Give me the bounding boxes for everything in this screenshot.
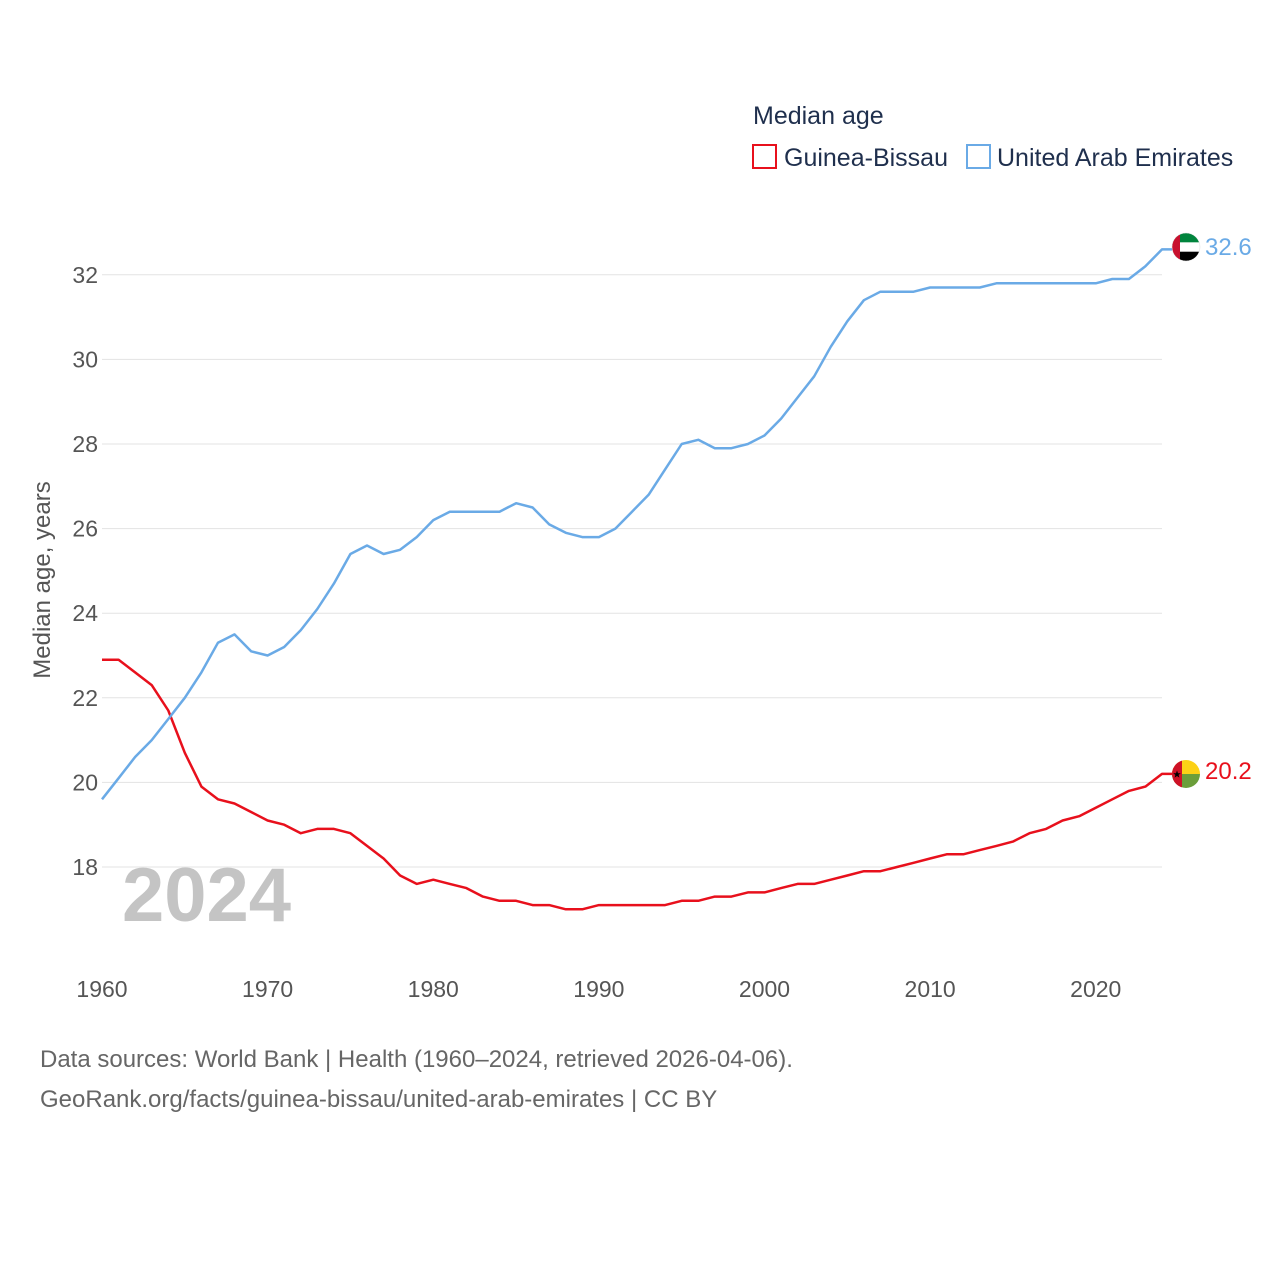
legend-item-uae[interactable]: United Arab Emirates xyxy=(966,144,1233,172)
gridlines xyxy=(102,274,1162,868)
x-tick-label-1980: 1980 xyxy=(408,976,459,1002)
x-tick-label-1990: 1990 xyxy=(573,976,624,1002)
legend-label-uae: United Arab Emirates xyxy=(997,144,1233,172)
y-tick-label-20: 20 xyxy=(72,769,98,795)
guinea-bissau-flag-icon xyxy=(1172,760,1200,788)
uae-end-value-label: 32.6 xyxy=(1205,234,1252,261)
legend-label-guinea-bissau: Guinea-Bissau xyxy=(784,144,948,172)
data-source-text: Data sources: World Bank | Health (1960–… xyxy=(40,1046,793,1073)
attribution-link[interactable]: GeoRank.org/facts/guinea-bissau/united-a… xyxy=(40,1086,718,1113)
uae-flag-icon xyxy=(1171,232,1201,262)
y-tick-label-26: 26 xyxy=(72,516,98,542)
series-line-united-arab-emirates[interactable] xyxy=(101,248,1172,801)
y-axis-title: Median age, years xyxy=(29,481,56,678)
x-tick-labels: 1960 1970 1980 1990 2000 2010 2020 xyxy=(76,976,1121,1002)
legend-swatch-guinea-bissau xyxy=(752,144,777,169)
x-tick-label-2020: 2020 xyxy=(1070,976,1121,1002)
legend-title: Median age xyxy=(753,102,884,130)
line-chart: Median age Guinea-Bissau United Arab Emi… xyxy=(29,102,1252,1002)
x-tick-label-1960: 1960 xyxy=(76,976,127,1002)
series-lines xyxy=(101,248,1172,911)
legend-swatch-uae xyxy=(966,144,991,169)
y-tick-label-24: 24 xyxy=(72,600,98,626)
y-tick-label-18: 18 xyxy=(72,854,98,880)
x-tick-label-2000: 2000 xyxy=(739,976,790,1002)
y-tick-label-30: 30 xyxy=(72,346,98,372)
y-tick-label-22: 22 xyxy=(72,685,98,711)
y-tick-label-28: 28 xyxy=(72,431,98,457)
guinea-bissau-end-value-label: 20.2 xyxy=(1205,758,1252,785)
x-tick-label-1970: 1970 xyxy=(242,976,293,1002)
legend-item-guinea-bissau[interactable]: Guinea-Bissau xyxy=(752,144,948,172)
series-line-guinea-bissau[interactable] xyxy=(102,658,1172,911)
year-watermark: 2024 xyxy=(122,853,291,938)
y-tick-label-32: 32 xyxy=(72,262,98,288)
y-tick-labels: 18 20 22 24 26 28 30 32 xyxy=(72,262,98,880)
x-tick-label-2010: 2010 xyxy=(905,976,956,1002)
